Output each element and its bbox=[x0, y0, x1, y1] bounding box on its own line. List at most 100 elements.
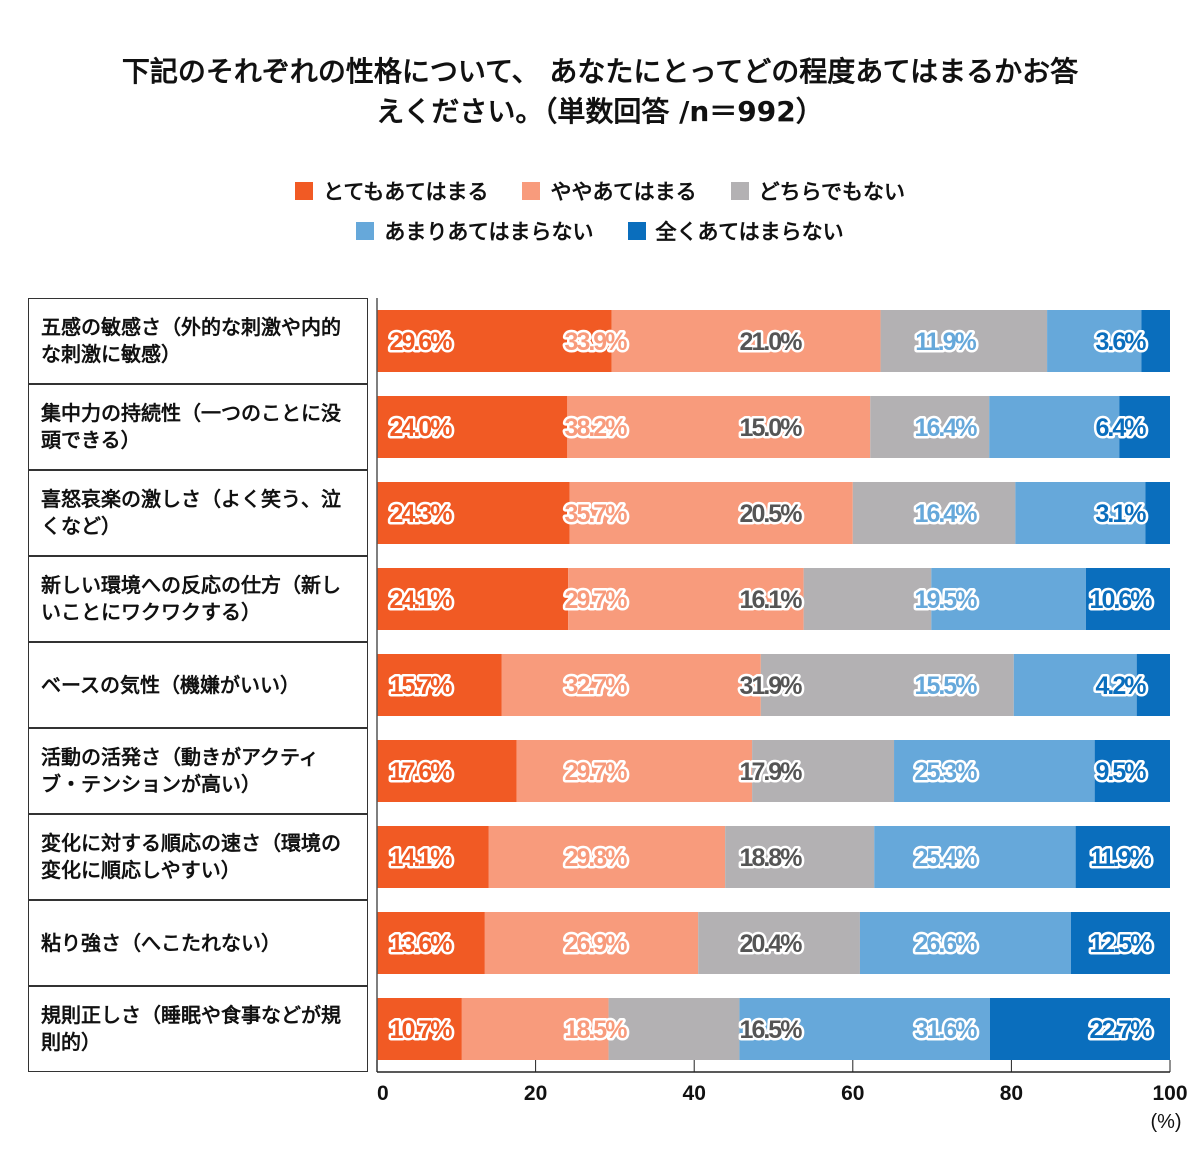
data-label: 24.0% bbox=[390, 414, 453, 442]
legend-item: とてもあてはまる bbox=[294, 176, 489, 206]
bar-segment bbox=[880, 310, 1048, 372]
data-label: 24.1% bbox=[390, 586, 453, 614]
legend-swatch bbox=[730, 182, 749, 200]
data-label: 11.9% bbox=[1090, 844, 1151, 872]
bar-segment bbox=[725, 826, 875, 888]
data-label: 32.7% bbox=[565, 672, 628, 700]
bar-segment bbox=[859, 912, 1071, 974]
legend-label: 全くあてはまらない bbox=[655, 220, 844, 244]
bar-segment bbox=[377, 396, 568, 458]
data-label: 16.4% bbox=[915, 500, 978, 528]
data-label: 18.5% bbox=[565, 1016, 628, 1044]
data-label: 3.6% bbox=[1096, 328, 1147, 356]
x-tick-label: 80 bbox=[1000, 1082, 1023, 1105]
bar-segment bbox=[377, 310, 612, 372]
bar-segment bbox=[377, 740, 517, 802]
bar-segment bbox=[989, 396, 1120, 458]
data-label: 15.5% bbox=[915, 672, 978, 700]
category-label: 集中力の持続性（一つのことに没頭できる） bbox=[28, 384, 368, 470]
x-tick-label: 20 bbox=[524, 1082, 547, 1105]
data-label: 16.5% bbox=[740, 1016, 803, 1044]
data-label: 16.4% bbox=[915, 414, 978, 442]
data-label: 29.8% bbox=[565, 844, 628, 872]
bar-segment bbox=[608, 998, 740, 1060]
bar-segment bbox=[1085, 568, 1170, 630]
bar-segment bbox=[569, 482, 853, 544]
x-tick-label: 100 bbox=[1152, 1082, 1187, 1105]
bar-segment bbox=[760, 654, 1014, 716]
bar-segment bbox=[1094, 740, 1170, 802]
legend-swatch bbox=[522, 182, 541, 200]
category-label: ベースの気性（機嫌がいい） bbox=[28, 642, 368, 728]
data-label: 29.7% bbox=[565, 758, 628, 786]
legend-item: ややあてはまる bbox=[522, 176, 697, 206]
bar-segment bbox=[874, 826, 1076, 888]
legend-swatch bbox=[294, 182, 313, 200]
category-label: 粘り強さ（へこたれない） bbox=[28, 900, 368, 986]
bar-segment bbox=[377, 482, 570, 544]
legend-row-2: あまりあてはまらない 全くあてはまらない bbox=[0, 216, 1200, 246]
data-label: 21.0% bbox=[740, 328, 803, 356]
bar-segment bbox=[377, 568, 569, 630]
bar-segment bbox=[852, 482, 1016, 544]
data-label: 31.6% bbox=[915, 1016, 978, 1044]
bar-segment bbox=[484, 912, 699, 974]
legend-label: ややあてはまる bbox=[550, 180, 697, 204]
title-line-2: えください。（単数回答 /n＝992） bbox=[376, 95, 824, 128]
bar-segment bbox=[501, 654, 761, 716]
data-label: 22.7% bbox=[1090, 1016, 1153, 1044]
bar-segment bbox=[1119, 396, 1170, 458]
data-label: 24.3% bbox=[390, 500, 453, 528]
bar-segment bbox=[698, 912, 860, 974]
data-label: 13.6% bbox=[390, 930, 453, 958]
legend-label: どちらでもない bbox=[758, 180, 906, 204]
data-label: 25.3% bbox=[915, 758, 978, 786]
data-label: 3.1% bbox=[1096, 500, 1147, 528]
bar-segment bbox=[377, 912, 485, 974]
legend-label: とてもあてはまる bbox=[322, 180, 489, 204]
bar-segment bbox=[870, 396, 990, 458]
bar-segment bbox=[1145, 482, 1170, 544]
data-label: 20.5% bbox=[740, 500, 803, 528]
bar-segment bbox=[752, 740, 895, 802]
data-label: 29.6% bbox=[390, 328, 453, 356]
data-label: 11.9% bbox=[915, 328, 976, 356]
data-label: 25.4% bbox=[915, 844, 978, 872]
bar-segment bbox=[803, 568, 932, 630]
data-label: 16.1% bbox=[740, 586, 803, 614]
data-label: 26.6% bbox=[915, 930, 978, 958]
legend-label: あまりあてはまらない bbox=[384, 220, 594, 244]
data-label: 19.5% bbox=[915, 586, 978, 614]
data-label: 15.0% bbox=[740, 414, 803, 442]
bar-segment bbox=[894, 740, 1095, 802]
bar-segment bbox=[1013, 654, 1137, 716]
title-line-1: 下記のそれぞれの性格について、 あなたにとってどの程度あてはまるかお答 bbox=[121, 55, 1079, 88]
x-unit-label: (%) bbox=[1150, 1111, 1181, 1133]
bar-segment bbox=[1136, 654, 1170, 716]
bar-segment bbox=[488, 826, 726, 888]
category-label: 五感の敏感さ（外的な刺激や内的な刺激に敏感） bbox=[28, 298, 368, 384]
bar-segment bbox=[931, 568, 1086, 630]
data-label: 18.8% bbox=[740, 844, 803, 872]
legend-item: どちらでもない bbox=[730, 176, 906, 206]
category-label: 規則正しさ（睡眠や食事などが規則的） bbox=[28, 986, 368, 1072]
data-label: 33.9% bbox=[565, 328, 628, 356]
data-label: 17.9% bbox=[740, 758, 803, 786]
bar-segment bbox=[1070, 912, 1170, 974]
legend-row-1: とてもあてはまる ややあてはまる どちらでもない bbox=[0, 176, 1200, 206]
data-label: 38.2% bbox=[565, 414, 628, 442]
bar-segment bbox=[1141, 310, 1170, 372]
data-label: 29.7% bbox=[565, 586, 628, 614]
bar-segment bbox=[611, 310, 881, 372]
legend-item: 全くあてはまらない bbox=[627, 216, 844, 246]
bar-segment bbox=[739, 998, 990, 1060]
bar-segment bbox=[1015, 482, 1146, 544]
data-label: 17.6% bbox=[390, 758, 453, 786]
bar-segment bbox=[1075, 826, 1170, 888]
x-tick-label: 60 bbox=[841, 1082, 864, 1105]
bar-segment bbox=[377, 654, 502, 716]
bar-segment bbox=[516, 740, 753, 802]
data-label: 26.9% bbox=[565, 930, 628, 958]
data-label: 31.9% bbox=[740, 672, 803, 700]
